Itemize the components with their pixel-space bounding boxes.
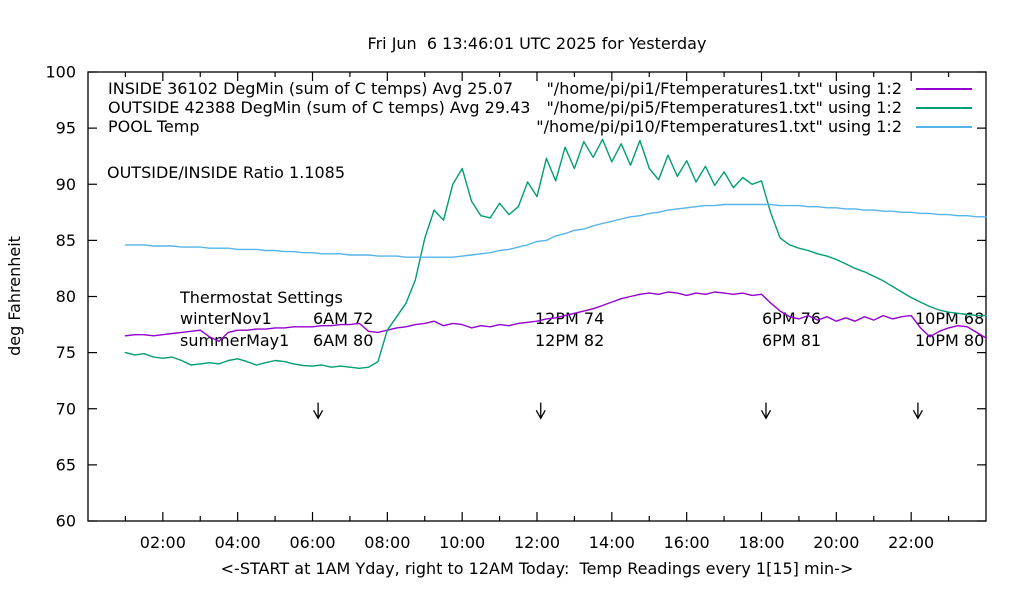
- x-tick-label: 16:00: [664, 533, 710, 552]
- y-tick-label: 90: [56, 175, 76, 194]
- legend-label-inside: INSIDE 36102 DegMin (sum of C temps) Avg…: [108, 79, 513, 98]
- legend-source-inside: "/home/pi/pi1/Ftemperatures1.txt" using …: [546, 79, 902, 98]
- x-tick-label: 12:00: [514, 533, 560, 552]
- series-line-inside: [124, 291, 987, 343]
- down-arrow-head: [760, 409, 772, 420]
- x-tick-label: 04:00: [215, 533, 261, 552]
- series-line-outside: [124, 138, 987, 369]
- down-arrow-head: [535, 409, 546, 420]
- legend: INSIDE 36102 DegMin (sum of C temps) Avg…: [108, 79, 972, 136]
- down-arrow-head: [912, 409, 923, 420]
- thermostat-setting-label: summerMay1: [180, 331, 289, 350]
- y-tick-label: 95: [56, 119, 76, 138]
- legend-source-pool: "/home/pi/pi10/Ftemperatures1.txt" using…: [536, 117, 902, 136]
- x-axis-label: <-START at 1AM Yday, right to 12AM Today…: [221, 559, 854, 578]
- x-tick-label: 10:00: [439, 533, 485, 552]
- thermostat-setting-label: 12PM 74: [535, 309, 604, 328]
- ratio-annotation: OUTSIDE/INSIDE Ratio 1.1085: [107, 163, 345, 182]
- y-tick-label: 85: [56, 231, 76, 250]
- thermostat-setting-label: 10PM 80: [915, 331, 984, 350]
- thermostat-annotations: winterNov1 6AM 72 12PM 74 6PM 76 10PM 68summ…: [180, 309, 984, 350]
- y-tick-label: 60: [56, 512, 76, 531]
- x-tick-label: 02:00: [140, 533, 186, 552]
- legend-label-pool: POOL Temp: [108, 117, 199, 136]
- y-tick-label: 70: [56, 399, 76, 418]
- legend-label-outside: OUTSIDE 42388 DegMin (sum of C temps) Av…: [108, 98, 530, 117]
- y-tick-label: 100: [45, 63, 76, 82]
- y-tick-label: 65: [56, 455, 76, 474]
- legend-source-outside: "/home/pi/pi5/Ftemperatures1.txt" using …: [546, 98, 902, 117]
- thermostat-header: Thermostat Settings: [179, 288, 343, 307]
- axis-ticks: 02:00 04:00 06:00 08:00 10:00 12:00 14:00 16:00…: [45, 63, 986, 552]
- x-tick-label: 22:00: [888, 533, 934, 552]
- thermostat-setting-label: 12PM 82: [535, 331, 604, 350]
- x-tick-label: 14:00: [589, 533, 635, 552]
- x-tick-label: 18:00: [738, 533, 784, 552]
- x-tick-label: 08:00: [364, 533, 410, 552]
- y-axis-label: deg Fahrenheit: [5, 236, 24, 356]
- time-marker-arrows: [313, 402, 923, 420]
- x-tick-label: 06:00: [289, 533, 335, 552]
- thermostat-setting-label: 6PM 76: [762, 309, 821, 328]
- thermostat-setting-label: 6PM 81: [762, 331, 821, 350]
- data-series: [124, 138, 987, 369]
- thermostat-setting-label: 6AM 80: [313, 331, 373, 350]
- down-arrow-head: [313, 409, 324, 420]
- thermostat-setting-label: winterNov1: [180, 309, 272, 328]
- x-tick-label: 20:00: [813, 533, 859, 552]
- series-line-pool: [124, 203, 987, 258]
- y-tick-label: 75: [56, 343, 76, 362]
- chart-title: Fri Jun 6 13:46:01 UTC 2025 for Yesterda…: [368, 34, 707, 53]
- y-tick-label: 80: [56, 287, 76, 306]
